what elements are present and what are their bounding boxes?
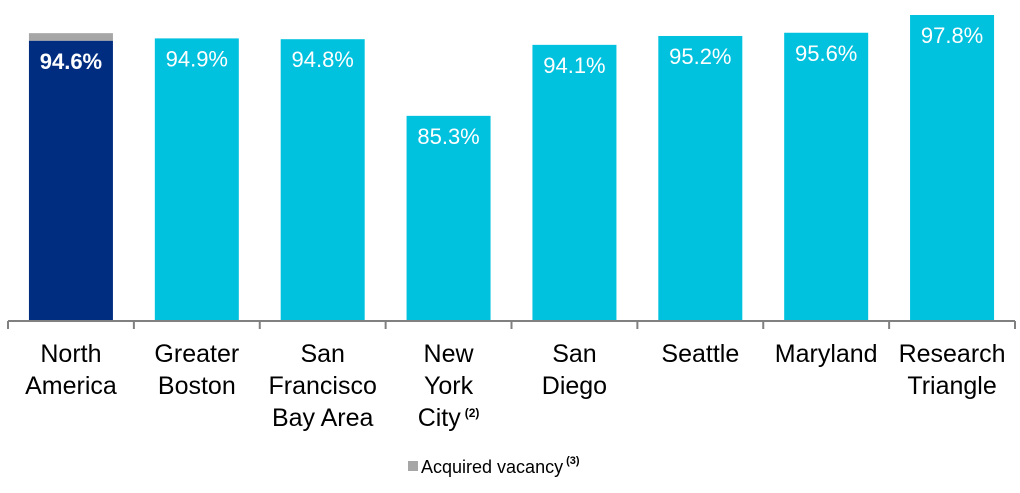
category-label: North bbox=[40, 340, 101, 368]
data-label: 94.6% bbox=[40, 49, 102, 74]
category-label: San bbox=[552, 340, 596, 368]
category-label: York bbox=[424, 372, 474, 400]
bar bbox=[280, 39, 365, 320]
category-label: San bbox=[300, 340, 344, 368]
data-label: 94.9% bbox=[166, 46, 228, 71]
bar bbox=[784, 32, 869, 321]
category-label: America bbox=[25, 372, 117, 400]
category-label: Diego bbox=[542, 372, 607, 400]
data-label: 95.6% bbox=[795, 41, 857, 66]
data-label: 94.1% bbox=[543, 53, 605, 78]
category-label: Triangle bbox=[907, 372, 996, 400]
legend-label: Acquired vacancy (3) bbox=[421, 455, 580, 477]
data-label: 85.3% bbox=[417, 124, 479, 149]
bar bbox=[658, 35, 743, 321]
footnote-marker: (2) bbox=[465, 406, 480, 420]
category-label: City (2) bbox=[418, 404, 480, 432]
bar bbox=[28, 40, 113, 321]
category-label: Boston bbox=[158, 372, 236, 400]
category-label: Francisco bbox=[269, 372, 377, 400]
category-label: Research bbox=[899, 340, 1006, 368]
acquired-vacancy-segment bbox=[28, 33, 113, 41]
bar bbox=[154, 38, 239, 320]
category-label: Maryland bbox=[775, 340, 878, 368]
data-label: 94.8% bbox=[291, 47, 353, 72]
data-label: 95.2% bbox=[669, 44, 731, 69]
bar bbox=[532, 44, 617, 321]
bar bbox=[910, 15, 995, 320]
category-label: Greater bbox=[154, 340, 239, 368]
category-label: Bay Area bbox=[272, 404, 374, 432]
footnote-marker: (3) bbox=[566, 455, 580, 467]
bar bbox=[406, 115, 491, 320]
data-label: 97.8% bbox=[921, 23, 983, 48]
category-label: New bbox=[424, 340, 475, 368]
category-label: Seattle bbox=[661, 340, 739, 368]
legend-swatch bbox=[408, 461, 418, 471]
